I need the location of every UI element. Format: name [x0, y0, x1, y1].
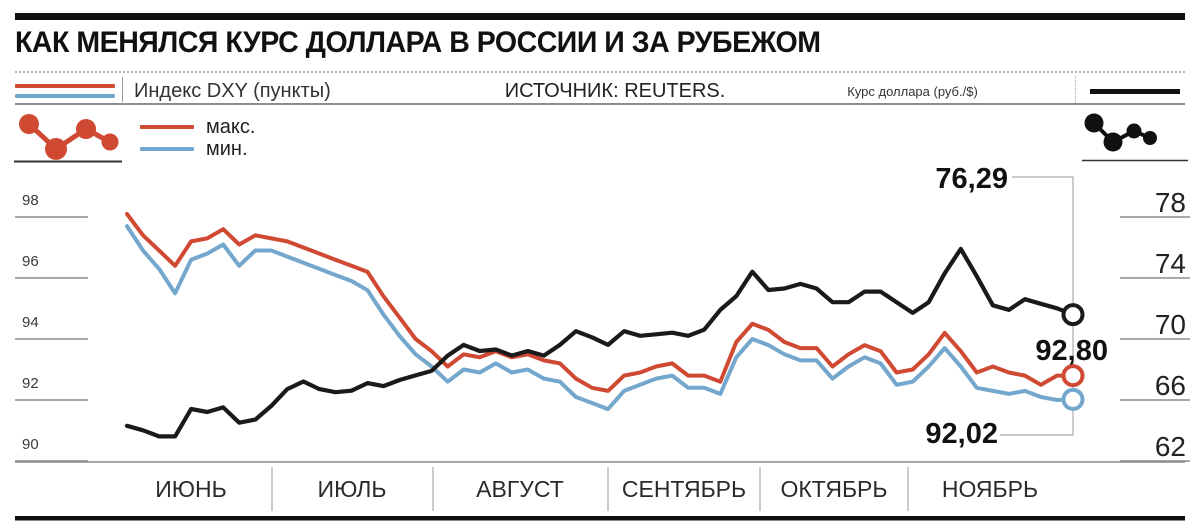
rub-sparkline-icon: [1082, 113, 1188, 162]
series-line-dxy-max: [125, 212, 1075, 393]
endpoint-circle: [1061, 303, 1085, 327]
month-label: НОЯБРЬ: [942, 476, 1038, 502]
right-axis-tick-label: 62: [1155, 431, 1186, 462]
left-axis-tick-label: 90: [22, 436, 39, 453]
endpoint-circle: [1061, 387, 1085, 411]
dxy-max-line-swatch: [15, 84, 115, 88]
legend-underline: [15, 103, 1185, 105]
month-label: ИЮНЬ: [155, 476, 226, 502]
series-line-dxy-min: [125, 224, 1075, 412]
dxy-min-legend-label: мин.: [206, 138, 248, 160]
month-band-bottom-bar: [15, 516, 1185, 521]
right-axis-tick-label: 78: [1155, 187, 1186, 218]
dxy-axis-label: Индекс DXY (пункты): [134, 80, 331, 102]
month-label: СЕНТЯБРЬ: [622, 476, 746, 502]
left-axis-tick-label: 96: [22, 253, 39, 270]
month-label: ОКТЯБРЬ: [781, 476, 888, 502]
left-axis-tick-label: 98: [22, 192, 39, 209]
page-title: КАК МЕНЯЛСЯ КУРС ДОЛЛАРА В РОССИИ И ЗА Р…: [15, 26, 821, 59]
source-label: ИСТОЧНИК: REUTERS.: [504, 80, 726, 102]
legend-divider-dotted: [1075, 76, 1076, 103]
dxy-max-legend-label: макс.: [206, 116, 256, 138]
right-axis-tick-label: 66: [1155, 370, 1186, 401]
month-label: ИЮЛЬ: [318, 476, 387, 502]
dxy-min-legend-swatch: [140, 147, 194, 151]
rub-line-swatch: [1090, 89, 1180, 94]
month-label: АВГУСТ: [476, 476, 564, 502]
dotted-separator: [15, 71, 1185, 73]
series-line-usd-rub: [124, 246, 1076, 439]
right-axis-tick-label: 74: [1155, 248, 1186, 279]
dxy-max-legend-swatch: [140, 125, 194, 129]
top-bar: [15, 13, 1185, 20]
left-axis-tick-label: 94: [22, 314, 39, 331]
legend-divider: [122, 77, 123, 102]
annotation-label: 92,80: [1035, 335, 1108, 367]
rub-axis-label: Курс доллара (руб./$): [847, 84, 978, 99]
dxy-sparkline-icon: [14, 114, 122, 163]
annotation-label: 76,29: [935, 163, 1008, 195]
annotation-label: 92,02: [925, 418, 998, 450]
dxy-min-line-swatch: [15, 94, 115, 98]
right-axis-tick-label: 70: [1155, 309, 1186, 340]
endpoint-circle: [1061, 364, 1085, 388]
left-axis-tick-label: 92: [22, 375, 39, 392]
